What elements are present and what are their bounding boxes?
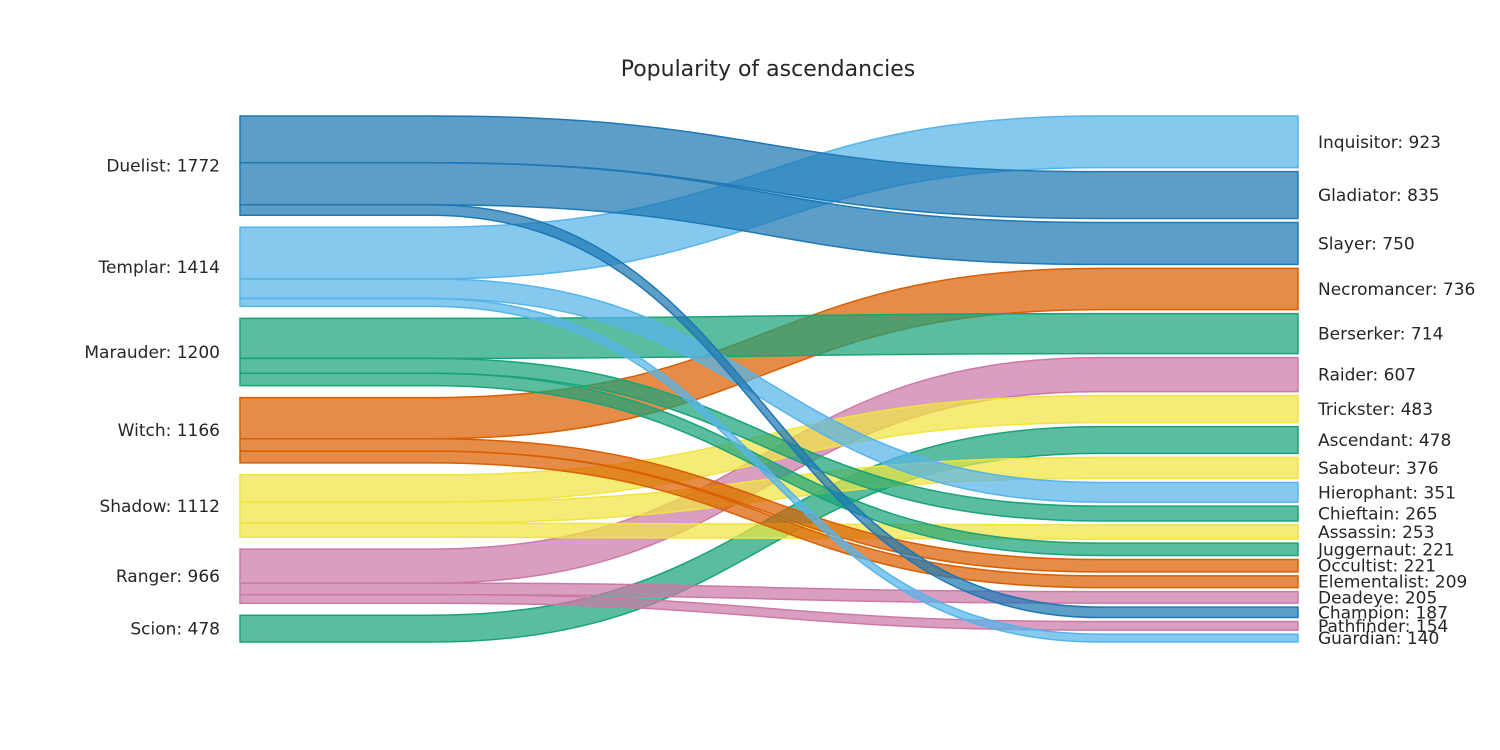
- target-label-trickster: Trickster: 483: [1317, 400, 1433, 420]
- source-label-templar: Templar: 1414: [97, 258, 220, 278]
- target-label-assassin: Assassin: 253: [1318, 523, 1435, 543]
- target-label-juggernaut: Juggernaut: 221: [1317, 540, 1455, 560]
- source-label-ranger: Ranger: 966: [116, 567, 220, 587]
- source-label-duelist: Duelist: 1772: [106, 157, 220, 177]
- target-label-group: Inquisitor: 923 Gladiator: 835 Slayer: 750…: [1317, 133, 1475, 649]
- flow-shadow-to-assassin: [239, 522, 1299, 540]
- target-label-gladiator: Gladiator: 835: [1318, 186, 1440, 206]
- source-label-marauder: Marauder: 1200: [84, 343, 220, 363]
- target-label-berserker: Berserker: 714: [1318, 325, 1443, 345]
- target-label-slayer: Slayer: 750: [1318, 234, 1415, 254]
- target-label-necromancer: Necromancer: 736: [1318, 280, 1475, 300]
- target-label-pathfinder: Pathfinder: 154: [1318, 617, 1448, 637]
- target-label-hierophant: Hierophant: 351: [1318, 483, 1456, 503]
- target-label-inquisitor: Inquisitor: 923: [1318, 133, 1441, 153]
- flow-duelist-to-champion: [239, 204, 1299, 619]
- target-label-champion: Champion: 187: [1318, 603, 1448, 623]
- flow-ranger-to-pathfinder: [239, 593, 1299, 631]
- flow-marauder-to-berserker: [239, 312, 1299, 360]
- target-label-saboteur: Saboteur: 376: [1318, 459, 1439, 479]
- target-label-raider: Raider: 607: [1318, 366, 1416, 386]
- flow-duelist-to-slayer: [239, 162, 1299, 266]
- source-label-shadow: Shadow: 1112: [99, 497, 220, 517]
- chart-title: Popularity of ascendancies: [621, 57, 916, 82]
- flow-marauder-to-juggernaut: [239, 372, 1299, 557]
- flow-group: [239, 115, 1299, 643]
- flow-marauder-to-chieftain: [239, 357, 1299, 522]
- target-label-elementalist: Elementalist: 209: [1318, 573, 1467, 593]
- flow-templar-to-guardian: [239, 297, 1299, 643]
- flow-witch-to-elementalist: [239, 450, 1299, 589]
- target-label-deadeye: Deadeye: 205: [1318, 588, 1437, 608]
- source-label-scion: Scion: 478: [130, 620, 220, 640]
- target-label-ascendant: Ascendant: 478: [1318, 431, 1451, 451]
- target-label-chieftain: Chieftain: 265: [1318, 505, 1438, 525]
- flow-templar-to-hierophant: [239, 278, 1299, 503]
- target-label-guardian: Guardian: 140: [1318, 629, 1439, 649]
- source-label-witch: Witch: 1166: [118, 421, 220, 441]
- target-label-occultist: Occultist: 221: [1318, 557, 1436, 577]
- flow-ranger-to-deadeye: [239, 582, 1299, 604]
- source-label-group: Duelist: 1772 Templar: 1414 Marauder: 1200…: [84, 157, 220, 640]
- flow-duelist-to-gladiator: [239, 115, 1299, 220]
